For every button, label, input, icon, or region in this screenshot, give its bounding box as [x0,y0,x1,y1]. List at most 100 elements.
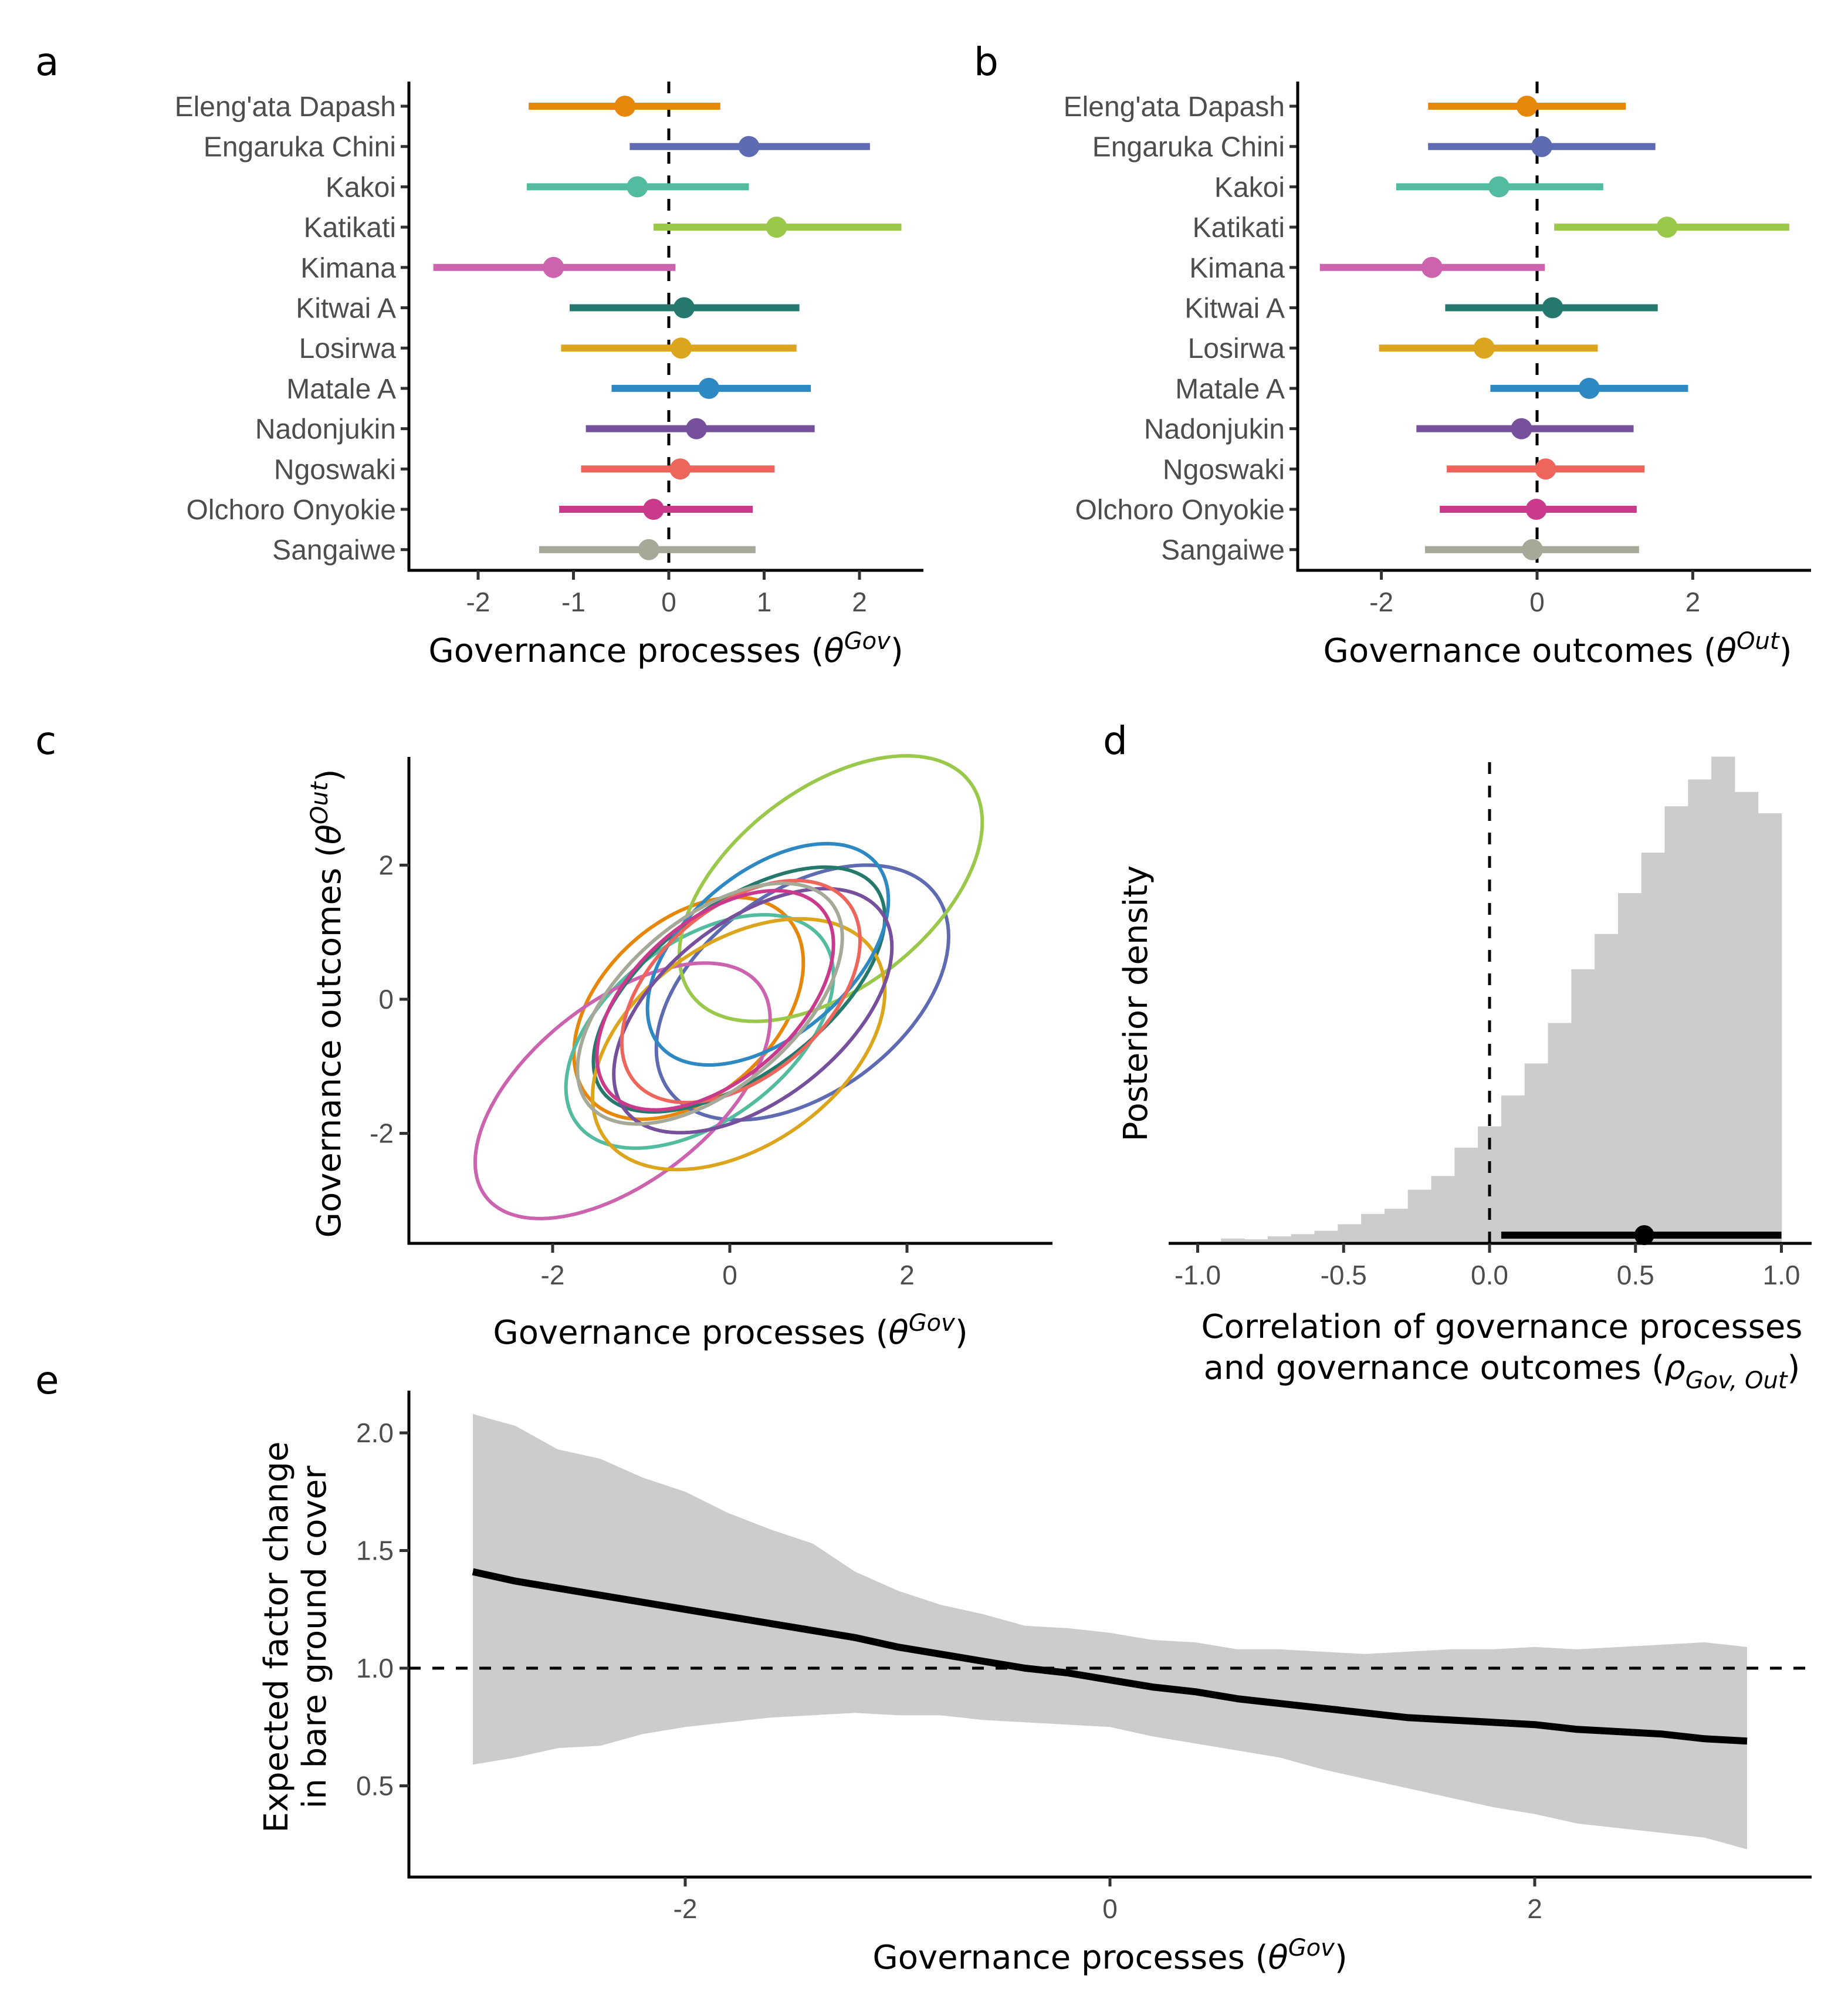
site-label: Nadonjukin [255,414,396,445]
site-ellipse [595,888,835,1112]
estimate-point [1535,458,1556,480]
y-tick-label: 1.5 [356,1536,394,1566]
estimate-point [669,458,691,480]
x-tick-label: 1 [757,587,772,617]
estimate-point [638,539,659,560]
estimate-point [1511,418,1532,439]
panel-d-x-axis-title-line1: Correlation of governance processes [1201,1308,1803,1346]
site-label: Losirwa [1188,333,1285,364]
site-ellipse [590,917,887,1172]
histogram-bar [1267,1236,1292,1243]
x-tick-label: 1.0 [1763,1260,1800,1290]
histogram-bar [1407,1189,1431,1243]
x-tick-label: -1.0 [1175,1260,1221,1290]
estimate-point [1522,539,1544,560]
panel-d-y-axis-title: Posterior density [1117,865,1155,1142]
x-tick-label: 2 [1685,587,1701,617]
estimate-point [543,256,564,278]
x-tick-label: -1 [561,587,585,617]
y-tick-label: 0.5 [356,1771,394,1801]
y-tick-label: 1.0 [356,1653,394,1683]
x-tick-label: -2 [541,1260,565,1290]
estimate-point [698,377,720,399]
site-ellipse [654,863,951,1122]
estimate-point [1421,256,1443,278]
site-label: Eleng'ata Dapash [175,92,396,123]
histogram-bar [1501,1095,1525,1243]
x-tick-label: 2 [899,1260,915,1290]
estimate-point [1531,136,1552,157]
y-tick-label: -2 [370,1118,394,1149]
y-tick-label: 2 [378,850,394,880]
site-label: Ngoswaki [1163,454,1285,485]
site-label: Nadonjukin [1144,414,1285,445]
site-label: Matale A [286,374,396,405]
histogram-bar [1314,1230,1338,1243]
histogram-bar [1221,1238,1245,1243]
site-ellipse [620,878,862,1105]
panel-letter-c: c [35,718,56,763]
histogram-bar [1571,969,1595,1243]
panel-letter-d: d [1103,718,1128,763]
site-ellipse [612,887,894,1135]
histogram-bar [1431,1176,1455,1243]
panel-c-y-axis-title: Governance outcomes (θOut) [306,769,348,1238]
estimate-point [1473,337,1495,359]
histogram-bar [1338,1224,1362,1243]
credible-ribbon [473,1414,1747,1849]
x-tick-label: 0 [722,1260,737,1290]
histogram-bar [1291,1234,1315,1243]
x-tick-label: 0 [1102,1893,1118,1924]
panel-e-y-axis-title-line2: in bare ground cover [296,1465,334,1808]
site-ellipse [645,841,891,1067]
panel-e-y-axis-title-line1: Expected factor change [258,1441,296,1832]
x-tick-label: 0 [661,587,676,617]
site-label: Sangaiwe [272,535,396,566]
histogram-bar [1384,1209,1409,1243]
site-label: Ngoswaki [274,454,396,485]
panel-c-x-axis-title: Governance processes (θGov) [493,1310,967,1352]
estimate-point [1578,377,1600,399]
panel-letter-a: a [35,39,59,84]
estimate-point [673,297,695,319]
histogram-bar [1524,1063,1548,1243]
estimate-point [643,499,664,520]
site-label: Olchoro Onyokie [187,495,397,526]
histogram-bar [1617,893,1642,1243]
site-label: Kakoi [326,172,396,203]
site-ellipse [576,881,844,1126]
posterior-median-point [1634,1225,1654,1245]
x-tick-label: -0.5 [1321,1260,1367,1290]
histogram-bar [1361,1213,1385,1243]
panel-e-bare-ground-effect: -2 0 2 0.5 1.0 1.5 2.0 [356,1391,1812,1924]
site-label: Kakoi [1214,172,1285,203]
x-tick-label: 2 [852,587,867,617]
x-tick-label: 0.5 [1617,1260,1654,1290]
histogram-bar [1688,779,1712,1243]
histogram-bar [1711,756,1735,1243]
site-ellipse [564,912,835,1150]
site-label: Kitwai A [296,293,396,324]
x-tick-label: 2 [1527,1893,1542,1924]
site-label: Katikati [304,212,396,244]
site-ellipse [473,961,772,1220]
histogram-bar [1758,813,1782,1243]
x-tick-label: -2 [673,1893,698,1924]
panel-d-correlation-histogram: -1.0 -0.5 0.0 0.5 1.0 [1169,756,1812,1290]
histogram-bar [1548,1023,1572,1243]
y-tick-label: 0 [378,984,394,1015]
histogram-bar [1454,1147,1478,1243]
panel-letter-b: b [974,39,999,84]
panel-e-x-axis-title: Governance processes (θGov) [872,1935,1347,1977]
site-label: Sangaiwe [1161,535,1285,566]
estimate-point [1525,499,1547,520]
panel-a-x-axis-title: Governance processes (θGov) [428,628,903,670]
site-label: Engaruka Chini [1092,132,1285,163]
x-tick-label: -2 [466,587,490,617]
y-tick-label: 2.0 [356,1418,394,1448]
site-label: Eleng'ata Dapash [1064,92,1285,123]
site-label: Kitwai A [1184,293,1285,324]
estimate-point [614,96,636,117]
panel-a-site-governance-processes: Eleng'ata Dapash Engaruka Chini Kakoi Katik… [175,82,923,617]
site-label: Kimana [1189,253,1285,284]
